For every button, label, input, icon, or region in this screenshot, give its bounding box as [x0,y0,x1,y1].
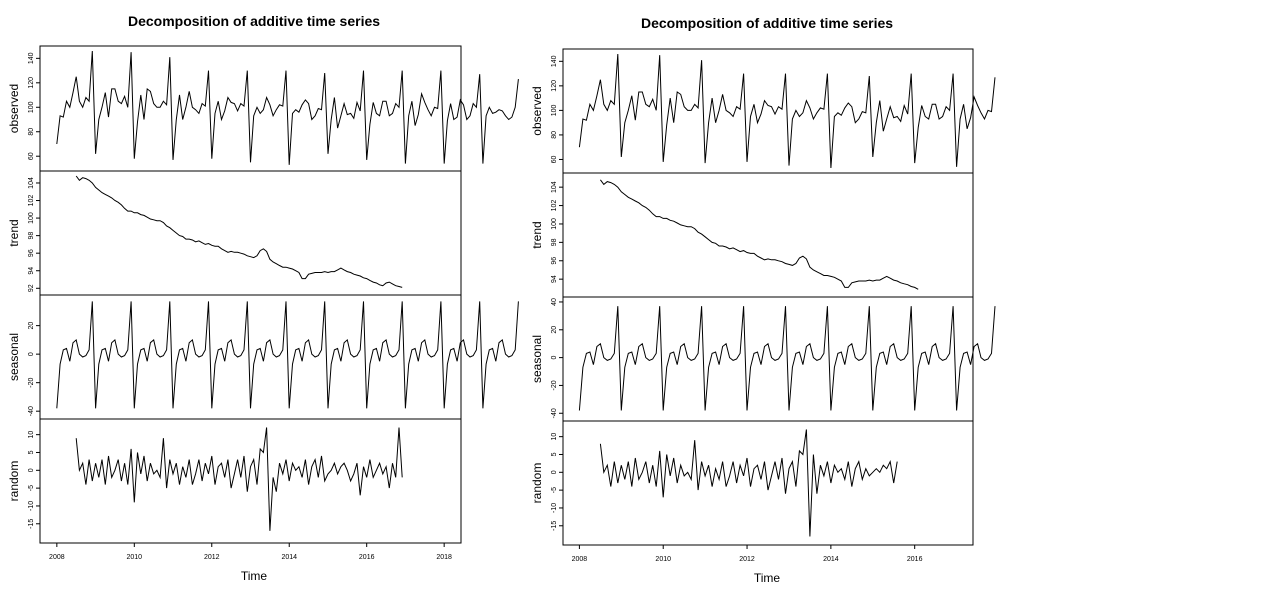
panel-frame [39,170,462,296]
y-tick-label: -40 [551,408,558,418]
y-tick-label: 100 [551,218,558,230]
y-tick-label: 100 [551,104,558,116]
panel-seasonal: seasonal -40 -20 0 20 [7,294,519,420]
y-tick-label: 98 [28,232,35,240]
y-tick-label: 104 [28,177,35,189]
panel-trend: trend 92 94 96 98 100 102 104 [7,170,462,296]
x-tick-label: 2012 [204,554,220,561]
x-tick-label: 2014 [823,556,839,563]
y-axis-label: random [530,463,544,504]
y-axis-label: trend [530,221,544,248]
series-line-seasonal [56,301,519,409]
y-tick-label: -5 [551,487,558,493]
x-tick-label: 2010 [127,554,143,561]
y-tick-label: 10 [551,433,558,441]
y-tick-label: 80 [28,128,35,136]
panel-frame [562,420,974,546]
panel-random: random -15 -10 -5 0 5 10 [7,418,462,544]
panel-frame [562,172,974,298]
y-tick-label: 0 [28,352,35,356]
x-tick-label: 2016 [359,554,375,561]
decomposition-chart-left: Decomposition of additive time series Ti… [7,13,519,583]
y-tick-label: 0 [551,356,558,360]
panel-seasonal: seasonal -40 -20 0 20 40 [530,296,996,422]
decomposition-chart-right: Decomposition of additive time series Ti… [530,15,996,585]
panel-observed: observed 60 80 100 120 140 [7,45,519,172]
x-axis: 2008 2010 2012 2014 2016 2018 [49,542,452,561]
y-tick-label: 120 [551,80,558,92]
y-tick-label: -15 [551,521,558,531]
panel-random: random -15 -10 -5 0 5 10 [530,420,974,546]
y-tick-label: 40 [551,298,558,306]
series-line-seasonal [578,306,996,411]
y-tick-label: -20 [28,378,35,388]
y-tick-label: 20 [551,326,558,334]
x-axis: 2008 2010 2012 2014 2016 [572,544,923,563]
y-tick-label: 60 [28,152,35,160]
y-tick-label: 104 [551,181,558,193]
y-tick-label: 80 [551,131,558,139]
x-tick-label: 2018 [436,554,452,561]
y-tick-label: -10 [28,501,35,511]
x-axis-label: Time [241,569,268,583]
y-tick-label: 94 [551,275,558,283]
y-axis-label: seasonal [530,335,544,383]
y-tick-label: 60 [551,155,558,163]
x-tick-label: 2008 [572,556,588,563]
x-tick-label: 2012 [739,556,755,563]
y-tick-label: -20 [551,380,558,390]
series-line-observed [578,53,996,169]
y-axis-label: random [7,461,21,502]
x-tick-label: 2010 [655,556,671,563]
y-axis-label: seasonal [7,333,21,381]
y-axis-label: trend [7,219,21,246]
y-tick-label: 92 [28,284,35,292]
y-tick-label: 20 [28,322,35,330]
y-tick-label: 100 [28,212,35,224]
panel-group: observed6080100120140trend92949698100102… [7,45,519,544]
y-tick-label: 96 [551,257,558,265]
panel-group: observed6080100120140trend94969810010210… [530,48,996,546]
x-tick-label: 2008 [49,554,65,561]
x-tick-label: 2014 [281,554,297,561]
y-tick-label: -15 [28,519,35,529]
y-tick-label: 102 [28,195,35,207]
chart-title: Decomposition of additive time series [128,13,380,29]
series-line-trend [75,175,403,288]
series-line-random [599,429,898,537]
y-tick-label: 96 [28,249,35,257]
panel-frame [562,48,974,174]
y-tick-label: -40 [28,406,35,416]
y-tick-label: 140 [28,52,35,64]
y-tick-label: 100 [28,101,35,113]
y-tick-label: -5 [28,485,35,491]
x-axis-label: Time [754,571,781,585]
x-tick-label: 2016 [907,556,923,563]
y-tick-label: 102 [551,200,558,212]
y-tick-label: 0 [551,470,558,474]
y-axis-label: observed [7,84,21,133]
y-tick-label: 120 [28,77,35,89]
y-tick-label: 10 [28,431,35,439]
y-tick-label: 94 [28,267,35,275]
y-tick-label: 140 [551,55,558,67]
panel-observed: observed 60 80 100 120 140 [530,48,996,174]
y-axis-label: observed [530,86,544,135]
chart-title: Decomposition of additive time series [641,15,893,31]
series-line-trend [599,179,919,290]
y-tick-label: 5 [28,450,35,454]
series-line-random [75,427,403,531]
panel-trend: trend 94 96 98 100 102 104 [530,172,974,298]
y-tick-label: 0 [28,468,35,472]
y-tick-label: 98 [551,238,558,246]
y-tick-label: -10 [551,503,558,513]
y-tick-label: 5 [551,452,558,456]
series-line-observed [56,50,519,165]
